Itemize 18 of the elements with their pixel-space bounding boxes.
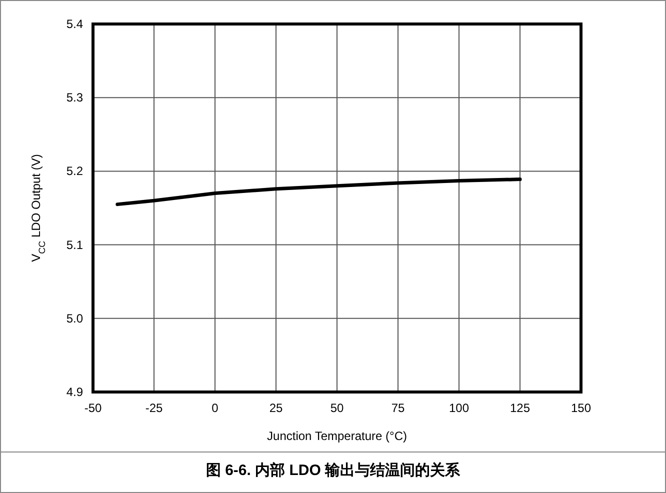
y-tick-label: 5.0 (66, 311, 84, 326)
y-tick-label: 5.3 (66, 90, 84, 105)
x-tick-label: -50 (84, 401, 102, 415)
x-tick-label: 125 (510, 401, 530, 415)
text: 图 6-6. 内部 LDO 输出与结温间的关系 (206, 461, 462, 479)
x-tick-label: 25 (269, 401, 283, 415)
y-tick-label: 4.9 (66, 385, 84, 399)
y-tick-label: 5.4 (66, 17, 84, 31)
x-tick-label: 75 (391, 401, 405, 415)
x-axis-title: Junction Temperature (°C) (267, 429, 407, 443)
y-tick-label: 5.2 (66, 164, 84, 178)
x-tick-label: 0 (212, 401, 219, 415)
x-tick-label: 150 (570, 401, 592, 415)
x-tick-label: -25 (145, 401, 163, 415)
x-tick-label: 100 (448, 401, 470, 415)
line-series (116, 178, 522, 206)
y-tick-label: 5.1 (66, 238, 84, 252)
x-tick-label: 50 (330, 401, 344, 415)
